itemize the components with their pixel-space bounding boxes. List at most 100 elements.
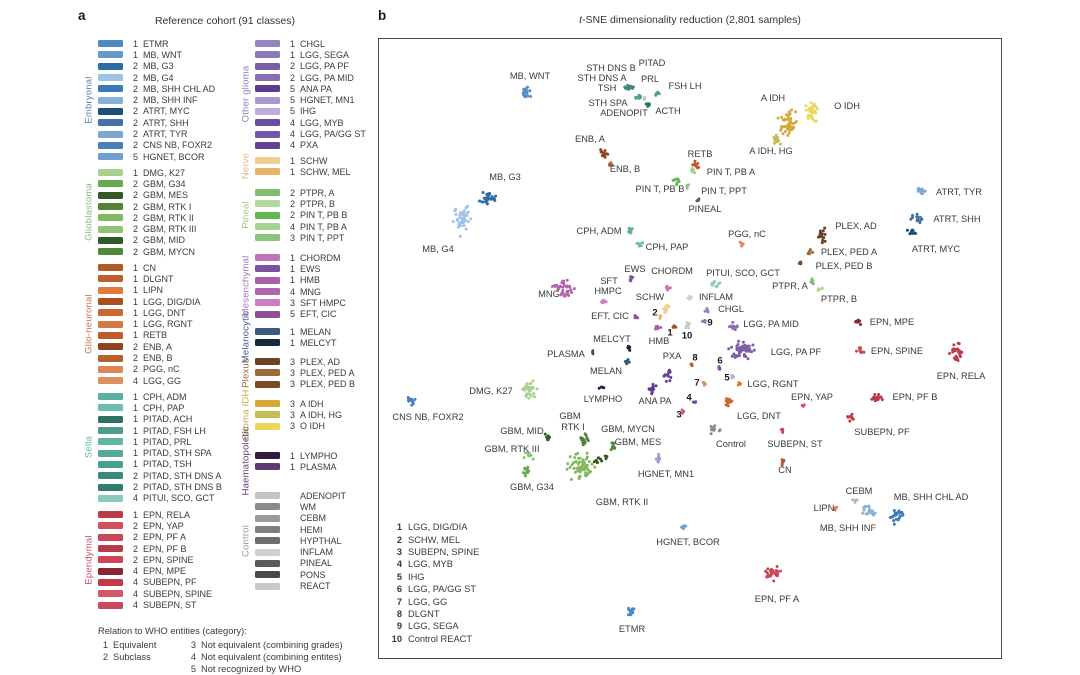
panel-a-letter: a <box>78 8 86 23</box>
numbered-legend-item-7: 7 LGG, GG <box>396 596 448 607</box>
color-swatch <box>98 320 123 328</box>
color-swatch <box>255 276 280 284</box>
who-category-number: 1 <box>132 448 138 459</box>
legend-item-pitui-sco-gct: 4 PITUI, SCO, GCT <box>98 493 222 504</box>
who-category-number: 4 <box>289 286 295 297</box>
legend-item-a-idh: 3 A IDH <box>255 398 342 409</box>
legend-item-plex-ad: 3 PLEX, AD <box>255 356 355 367</box>
color-swatch <box>255 369 280 377</box>
class-label: ATRT, MYC <box>143 106 190 117</box>
legend-category-label: Glioblastoma <box>83 183 95 242</box>
who-category-number: 1 <box>289 275 295 286</box>
class-label: SUBEPN, ST <box>143 600 197 611</box>
color-swatch <box>98 74 123 82</box>
legend-item-pin-t-pb-a: 4 PIN T, PB A <box>255 221 347 232</box>
color-swatch <box>98 393 123 401</box>
legend-item-lgg-sega: 1 LGG, SEGA <box>255 49 366 60</box>
class-label: MELCYT <box>300 337 337 348</box>
class-label: HEMI <box>300 524 323 535</box>
legend-category-label: Pineal <box>240 201 252 230</box>
legend-group-glioblastoma: Glioblastoma 1 DMG, K27 2 GBM, G34 2 GBM, MES 2… <box>80 167 197 257</box>
class-label: LIPN <box>143 285 164 296</box>
class-label: LGG, DNT <box>143 307 186 318</box>
panel-b-title: t-SNE dimensionality reduction (2,801 sa… <box>378 14 1002 26</box>
legend-item-enb-a: 2 ENB, A <box>98 341 201 352</box>
who-category-number: 3 <box>289 297 295 308</box>
color-swatch <box>98 545 123 553</box>
class-label: GBM, RTK III <box>143 224 197 235</box>
color-swatch <box>255 526 280 534</box>
color-swatch <box>255 514 280 522</box>
class-label: WM <box>300 501 316 512</box>
legend-group-embryonal: Embryonal 1 ETMR 1 MB, WNT 2 MB, G3 2 MB, G4 2 MB,… <box>80 38 216 162</box>
who-category-number: 2 <box>132 201 138 212</box>
color-swatch <box>255 492 280 500</box>
who-category-number: 4 <box>132 600 138 611</box>
legend-item-adenopit: ADENOPIT <box>255 490 346 501</box>
color-swatch <box>255 400 280 408</box>
color-swatch <box>255 254 280 262</box>
legend-item-pitad-tsh: 1 PITAD, TSH <box>98 459 222 470</box>
who-category-number: 1 <box>132 273 138 284</box>
who-note: Relation to WHO entities (category): 1 Eq… <box>98 626 343 674</box>
legend-item-lgg-pa-pf: 2 LGG, PA PF <box>255 61 366 72</box>
class-label: LGG, DIG/DIA <box>143 296 201 307</box>
who-category-number: 4 <box>289 129 295 140</box>
class-label: PITAD, TSH <box>143 459 192 470</box>
who-category-number: 2 <box>132 532 138 543</box>
class-label: REACT <box>300 581 331 592</box>
who-category-number: 2 <box>132 178 138 189</box>
who-category-number: 1 <box>289 337 295 348</box>
class-label: PIN T, PPT <box>300 232 345 243</box>
color-swatch <box>255 107 280 115</box>
legend-item-cebm: CEBM <box>255 513 346 524</box>
class-label: LGG, PA/GG ST <box>300 129 366 140</box>
color-swatch <box>255 211 280 219</box>
who-category-number: 2 <box>132 520 138 531</box>
color-swatch <box>98 377 123 385</box>
class-label: MB, SHH INF <box>143 95 198 106</box>
class-label: PLASMA <box>300 461 337 472</box>
legend-category-label: Ependymal <box>83 535 95 585</box>
legend-item-enb-b: 2 ENB, B <box>98 352 201 363</box>
legend-item-lgg-dig-dia: 1 LGG, DIG/DIA <box>98 296 201 307</box>
legend-item-schw: 1 SCHW <box>255 155 351 166</box>
numbered-legend-item-9: 9 LGG, SEGA <box>396 621 459 632</box>
class-label: SFT HMPC <box>300 297 346 308</box>
class-label: PIN T, PB B <box>300 210 348 221</box>
legend-item-hypthal: HYPTHAL <box>255 535 346 546</box>
class-label: PGG, nC <box>143 364 180 375</box>
panel-b-title-rest: -SNE dimensionality reduction (2,801 sam… <box>582 14 801 26</box>
color-swatch <box>255 328 280 336</box>
legend-item-o-idh: 3 O IDH <box>255 421 342 432</box>
who-category-number: 5 <box>289 83 295 94</box>
class-label: EWS <box>300 263 321 274</box>
class-label: SCHW <box>300 155 328 166</box>
legend-item-pitad-prl: 1 PITAD, PRL <box>98 436 222 447</box>
who-note-item-1: 1 Equivalent <box>102 640 157 650</box>
legend-item-lgg-pa-mid: 2 LGG, PA MID <box>255 72 366 83</box>
legend-item-eft-cic: 5 EFT, CIC <box>255 308 346 319</box>
legend-item-lgg-dnt: 1 LGG, DNT <box>98 307 201 318</box>
color-swatch <box>98 472 123 480</box>
who-category-number: 1 <box>132 49 138 60</box>
who-category-number: 1 <box>132 167 138 178</box>
legend-item-lgg-myb: 4 LGG, MYB <box>255 117 366 128</box>
color-swatch <box>98 119 123 127</box>
legend-item-retb: 1 RETB <box>98 330 201 341</box>
class-label: GBM, MID <box>143 235 185 246</box>
who-category-number: 1 <box>132 307 138 318</box>
legend-item-atrt-shh: 2 ATRT, SHH <box>98 117 215 128</box>
legend-item-pitad-ach: 1 PITAD, ACH <box>98 414 222 425</box>
color-swatch <box>255 548 280 556</box>
who-category-number: 2 <box>132 190 138 201</box>
color-swatch <box>98 427 123 435</box>
who-category-number: 5 <box>132 151 138 162</box>
legend-item-mb-g4: 2 MB, G4 <box>98 72 215 83</box>
class-label: PINEAL <box>300 558 333 569</box>
color-swatch <box>98 286 123 294</box>
legend-item-a-idh-hg: 3 A IDH, HG <box>255 409 342 420</box>
legend-item-hemi: HEMI <box>255 524 346 535</box>
who-category-number: 2 <box>289 198 295 209</box>
class-label: CNS NB, FOXR2 <box>143 140 213 151</box>
